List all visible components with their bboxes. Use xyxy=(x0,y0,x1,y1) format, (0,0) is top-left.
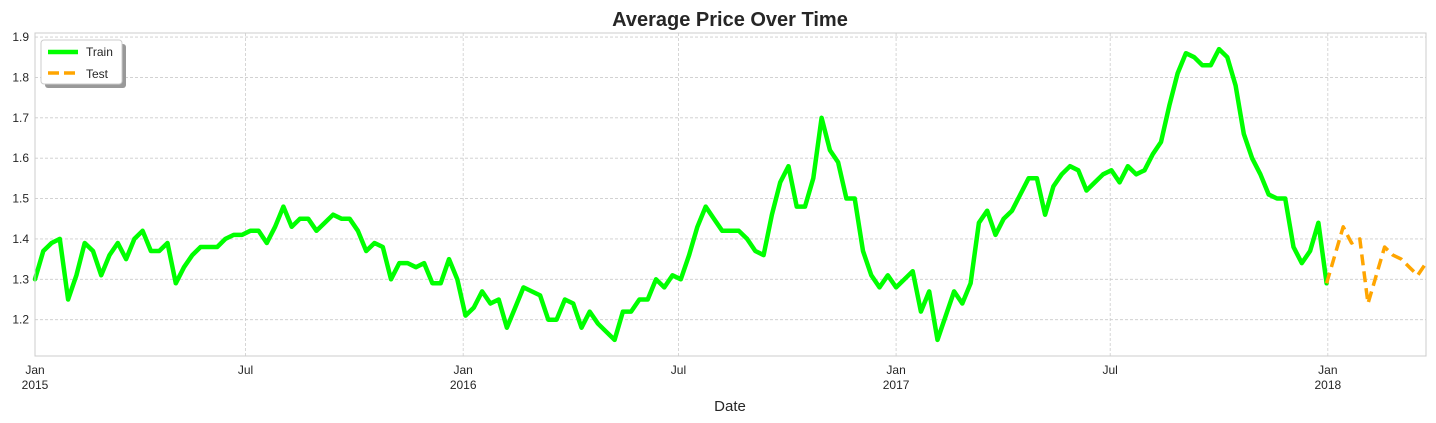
series-lines xyxy=(32,46,1428,343)
series-line-train xyxy=(32,46,1329,343)
y-axis: 1.2 1.3 1.4 1.5 1.6 1.7 1.8 1.9 xyxy=(12,30,29,327)
series-line-test xyxy=(1324,225,1428,306)
x-tick-label: Jul xyxy=(238,363,253,377)
x-tick-year-label: 2016 xyxy=(450,378,477,392)
grid xyxy=(35,33,1426,356)
y-tick-label: 1.7 xyxy=(12,111,29,125)
y-tick-label: 1.6 xyxy=(12,151,29,165)
x-tick-year-label: 2015 xyxy=(22,378,49,392)
y-tick-label: 1.2 xyxy=(12,313,29,327)
chart-title: Average Price Over Time xyxy=(612,9,848,31)
x-tick-label: Jan xyxy=(1318,363,1337,377)
x-tick-year-label: 2018 xyxy=(1314,378,1341,392)
y-tick-label: 1.3 xyxy=(12,272,29,286)
x-axis-label: Date xyxy=(714,398,746,415)
y-tick-label: 1.9 xyxy=(12,30,29,44)
legend: Train Test xyxy=(40,39,126,88)
plot-frame xyxy=(34,32,1427,357)
legend-label-test: Test xyxy=(86,67,109,81)
y-tick-label: 1.8 xyxy=(12,70,29,84)
y-tick-label: 1.4 xyxy=(12,232,29,246)
legend-label-train: Train xyxy=(86,45,113,59)
x-tick-label: Jan xyxy=(25,363,44,377)
y-tick-label: 1.5 xyxy=(12,192,29,206)
x-tick-label: Jan xyxy=(886,363,905,377)
x-tick-label: Jul xyxy=(671,363,686,377)
x-tick-label: Jul xyxy=(1103,363,1118,377)
x-tick-label: Jan xyxy=(454,363,473,377)
x-tick-year-label: 2017 xyxy=(883,378,910,392)
